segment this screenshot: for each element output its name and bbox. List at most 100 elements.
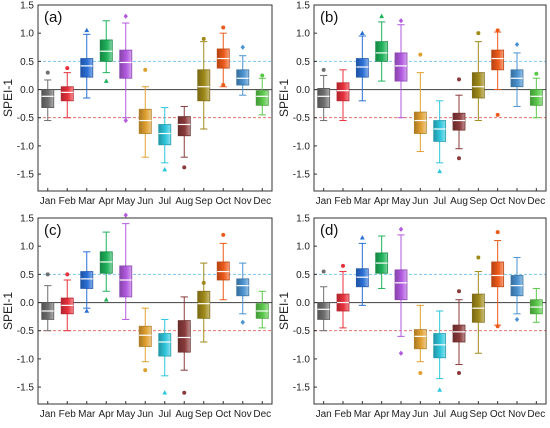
x-tick-label: Aug [450,409,468,420]
y-tick-label: 1.0 [20,29,34,40]
outlier-point [123,13,128,19]
x-tick-label: Jul [158,196,171,207]
box-jun [413,329,427,350]
panel-label: (c) [44,222,62,239]
box-feb [336,82,350,102]
y-axis-label: SPEI-1 [1,292,15,330]
outlier-point [359,235,365,240]
box-jun [138,108,152,134]
x-tick-label: Nov [508,196,526,207]
y-tick-label: 0.0 [296,85,310,96]
outlier-point [457,289,461,294]
y-tick-label: -1.0 [293,354,311,365]
outlier-point [221,83,226,88]
box-sep [197,290,211,319]
x-tick-label: Mar [78,196,96,207]
outlier-point [418,371,423,375]
box-aug [452,324,466,343]
panel-label: (d) [320,222,338,239]
x-tick-label: Sep [469,409,487,420]
y-tick-label: -0.5 [293,326,311,337]
x-tick-label: Oct [215,196,231,207]
y-tick-label: 1.5 [296,214,310,225]
x-tick-label: Dec [527,409,545,420]
outlier-point [476,31,481,36]
outlier-point [514,41,520,48]
outlier-point [84,27,90,33]
outlier-point [84,308,90,313]
outlier-point [162,390,168,395]
plot-frame [313,217,547,405]
x-tick-label: Mar [78,409,96,420]
x-tick-label: Jan [40,196,56,207]
x-tick-label: Aug [450,196,468,207]
x-tick-label: Aug [175,409,193,420]
x-tick-label: Apr [98,196,114,207]
x-tick-label: Oct [215,409,231,420]
x-tick-label: May [116,196,135,207]
outlier-point [457,77,461,82]
x-tick-label: Jan [316,409,332,420]
box-may [394,52,408,82]
panel-label: (b) [320,9,338,26]
outlier-point [143,368,148,373]
x-tick-label: Mar [354,409,372,420]
x-tick-label: Jul [433,196,446,207]
x-tick-label: Dec [253,196,271,207]
y-tick-label: -0.5 [293,113,311,124]
y-tick-label: 1.0 [296,242,310,253]
x-tick-label: Jul [433,409,446,420]
y-tick-label: 0.0 [20,85,34,96]
x-tick-label: Apr [374,409,390,420]
x-tick-label: Nov [234,409,252,420]
y-tick-label: -0.5 [17,113,35,124]
outlier-point [240,319,245,325]
outlier-point [45,70,50,75]
outlier-point [123,117,128,124]
y-tick-label: 0.5 [20,57,34,68]
y-tick-label: 0.5 [296,57,310,68]
x-tick-label: Oct [490,196,506,207]
x-tick-label: Dec [253,409,271,420]
outlier-point [476,255,481,260]
outlier-point [65,272,70,277]
outlier-point [65,66,70,71]
x-tick-label: Jan [316,196,332,207]
outlier-point [201,36,206,41]
x-tick-label: Nov [234,196,252,207]
box-may [119,49,133,79]
y-tick-label: 1.0 [296,29,310,40]
outlier-point [341,263,345,268]
x-tick-label: Apr [374,196,390,207]
x-tick-label: Oct [490,409,506,420]
box-dec [255,90,269,106]
box-nov [236,278,250,297]
x-tick-label: Jul [158,409,171,420]
y-axis-label: SPEI-1 [1,79,15,117]
box-aug [177,320,191,353]
outlier-point [162,166,168,172]
y-tick-label: -1.0 [293,141,311,152]
box-dec [529,89,543,106]
outlier-point [143,67,148,72]
box-feb [60,86,74,102]
outlier-point [398,350,404,356]
x-tick-label: Feb [334,196,352,207]
outlier-point [398,226,404,232]
outlier-point [182,390,187,395]
outlier-point [103,78,109,83]
x-tick-label: Jan [40,409,56,420]
box-mar [80,58,94,78]
x-tick-label: May [392,196,411,207]
y-tick-label: 0.0 [20,298,34,309]
box-jul [433,333,447,359]
x-tick-label: Jun [137,409,153,420]
x-tick-label: Aug [175,196,193,207]
box-mar [80,271,94,289]
outlier-point [514,316,520,323]
outlier-point [495,28,500,33]
box-aug [177,116,191,137]
y-tick-label: 1.5 [296,1,310,12]
